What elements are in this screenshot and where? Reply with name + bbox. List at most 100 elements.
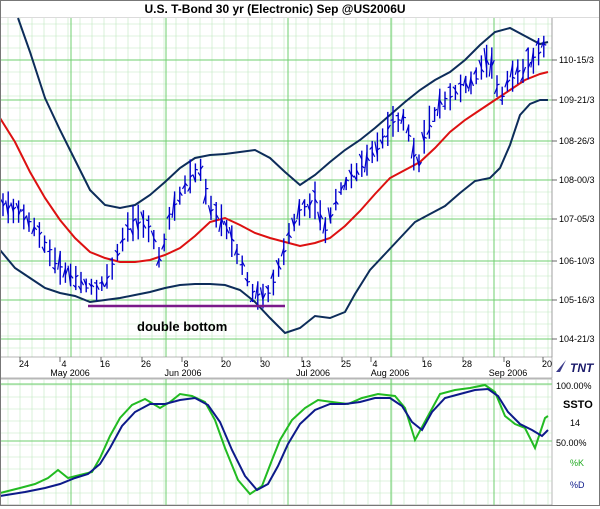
price-bar (509, 60, 516, 92)
price-bar (514, 59, 521, 85)
x-day-label: 24 (19, 359, 29, 369)
price-bar (317, 200, 324, 231)
osc-period: 14 (570, 418, 580, 428)
bollinger-upper-line (17, 17, 549, 210)
price-bar (395, 112, 401, 132)
x-day-label: 4 (61, 359, 66, 369)
price-bar (415, 154, 422, 173)
price-bar (99, 276, 105, 291)
price-bar (15, 200, 22, 223)
x-day-label: 8 (505, 359, 510, 369)
osc-legend-k: %K (570, 458, 584, 468)
price-bar (5, 191, 12, 224)
price-bar (421, 119, 427, 154)
price-bar (432, 107, 438, 123)
price-bar (25, 212, 32, 232)
price-bar (504, 70, 511, 92)
price-bar (129, 205, 136, 242)
price-bar (275, 258, 282, 277)
x-day-label: 30 (260, 359, 270, 369)
price-bar (47, 239, 53, 267)
price-bar (270, 269, 276, 296)
price-tick-label: 104-21/3 (559, 334, 595, 344)
price-bar (410, 137, 417, 171)
price-bar (467, 71, 475, 95)
x-month-label: Sep 2006 (489, 368, 528, 378)
price-bar (535, 38, 542, 66)
tnt-logo: TNT (553, 357, 600, 377)
price-bar (390, 105, 396, 137)
price-bar (473, 67, 479, 85)
price-bar (10, 198, 17, 224)
price-bar (343, 176, 350, 191)
ssto-k-line (0, 383, 549, 496)
price-bar (483, 44, 490, 78)
x-day-label: 8 (183, 359, 188, 369)
x-month-label: Jul 2006 (296, 368, 330, 378)
price-bar (36, 222, 43, 248)
price-bar (301, 199, 308, 217)
price-bar (280, 238, 287, 266)
price-bar (405, 124, 412, 142)
price-bar (525, 47, 532, 80)
price-bar (135, 204, 142, 240)
price-bar (493, 75, 500, 97)
price-tick-label: 107-05/3 (559, 214, 595, 224)
bollinger-lower-line (0, 99, 548, 335)
price-bar (285, 223, 292, 244)
price-bar (150, 229, 157, 250)
price-bar (426, 105, 433, 139)
price-bar (145, 215, 152, 243)
price-bar (207, 195, 214, 220)
price-bar (52, 247, 58, 274)
x-day-label: 26 (141, 359, 151, 369)
price-bar (462, 75, 469, 94)
x-month-label: Jun 2006 (164, 368, 201, 378)
price-bar (244, 272, 251, 287)
ssto-d-line (0, 387, 549, 497)
x-month-label: May 2006 (50, 368, 90, 378)
price-bar (155, 247, 162, 268)
price-bar (327, 207, 334, 224)
price-bar (447, 83, 453, 111)
price-bar (202, 178, 209, 205)
price-bar (187, 159, 194, 194)
price-tick-label: 105-16/3 (559, 295, 595, 305)
price-bar (88, 278, 95, 295)
price-bar (400, 109, 407, 131)
price-bar (530, 47, 536, 74)
price-bar (124, 212, 131, 242)
price-bar (363, 144, 371, 176)
price-bar (374, 132, 381, 162)
price-bar (312, 181, 319, 220)
x-month-label: Aug 2006 (371, 368, 410, 378)
price-bar (119, 227, 126, 252)
osc-tick-100: 100.00% (556, 381, 592, 391)
chart-title: U.S. T-Bond 30 yr (Electronic) Sep @US20… (144, 2, 405, 16)
price-bar (296, 199, 303, 226)
x-day-label: 16 (100, 359, 110, 369)
price-bar (332, 188, 339, 211)
price-bar (379, 128, 386, 149)
price-bar (239, 255, 246, 275)
price-bar (166, 206, 172, 230)
price-bar (338, 182, 345, 195)
price-bar (249, 283, 256, 303)
price-bar (31, 217, 38, 237)
price-bar (213, 202, 220, 228)
price-bar (322, 217, 329, 244)
price-bar (488, 47, 495, 79)
price-tick-label: 110-15/3 (559, 55, 594, 65)
price-bar (103, 264, 110, 289)
x-day-label: 28 (462, 359, 472, 369)
osc-tick-50: 50.00% (556, 438, 587, 448)
price-bar (519, 58, 527, 84)
price-tick-label: 108-00/3 (559, 175, 595, 185)
price-bar (306, 193, 313, 219)
price-tick-label: 109-21/3 (559, 95, 595, 105)
price-bar (197, 158, 204, 181)
price-bar (57, 250, 63, 285)
osc-name: SSTO (563, 399, 593, 411)
price-tick-label: 106-10/3 (559, 256, 595, 266)
